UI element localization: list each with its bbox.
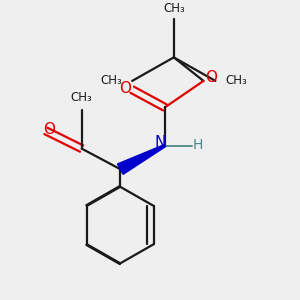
Text: O: O <box>119 81 131 96</box>
Text: CH₃: CH₃ <box>71 91 92 103</box>
Polygon shape <box>118 145 165 174</box>
Text: CH₃: CH₃ <box>225 74 247 87</box>
Text: H: H <box>192 138 203 152</box>
Text: O: O <box>205 70 217 86</box>
Text: N: N <box>155 135 166 150</box>
Text: CH₃: CH₃ <box>163 2 185 15</box>
Text: O: O <box>43 122 55 137</box>
Text: CH₃: CH₃ <box>100 74 122 87</box>
